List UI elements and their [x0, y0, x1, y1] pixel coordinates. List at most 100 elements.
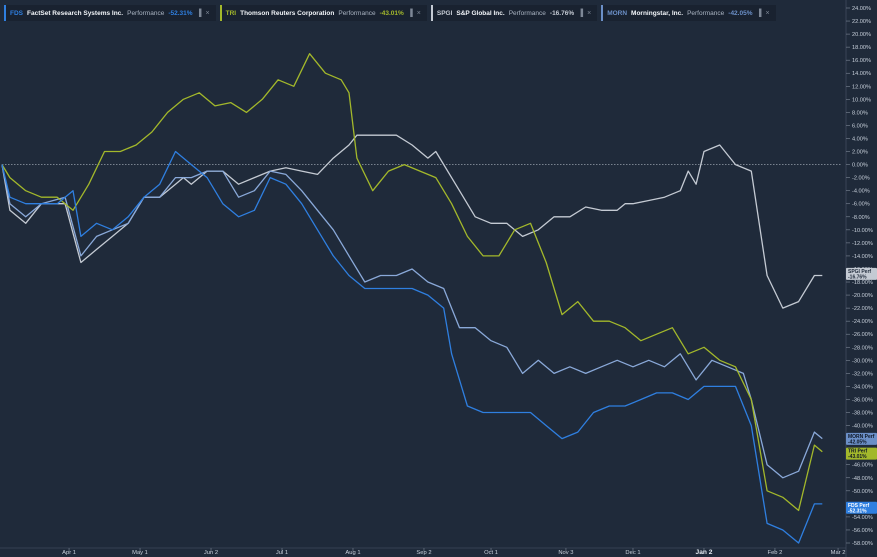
legend-metric: Performance	[687, 9, 725, 17]
legend: FDS FactSet Research Systems Inc. Perfor…	[4, 5, 776, 21]
end-label-morn: MORN Perf-42.05%	[846, 432, 877, 445]
x-tick-label: Apr 1	[62, 550, 76, 556]
legend-company-name: Thomson Reuters Corporation	[240, 9, 335, 17]
bar-chart-icon[interactable]: ▐	[196, 9, 202, 17]
y-tick-label: -4.00%	[852, 189, 870, 195]
y-tick-label: -28.00%	[852, 345, 873, 351]
chart-series	[1, 53, 823, 544]
end-label-text: FDS Perf	[848, 503, 869, 509]
x-tick-label: Nov 3	[558, 550, 573, 556]
y-tick-label: -36.00%	[852, 397, 873, 403]
y-tick-label: -18.00%	[852, 280, 873, 286]
x-tick-label: Aug 1	[345, 550, 360, 556]
legend-company-name: Morningstar, Inc.	[631, 9, 684, 17]
legend-ticker: MORN	[607, 9, 628, 17]
x-axis: Apr 1 May 1 Jun 2 Jul 1 Aug 1 Sep 2 Oct 1 Nov 3…	[62, 548, 845, 556]
y-tick-label: -10.00%	[852, 228, 873, 234]
y-tick-label: -48.00%	[852, 476, 873, 482]
y-tick-label: -40.00%	[852, 424, 873, 430]
y-tick-label: 4.00%	[852, 136, 868, 142]
legend-metric: Performance	[508, 9, 546, 17]
legend-company-name: S&P Global Inc.	[456, 9, 505, 17]
end-label-text: TRI Perf	[848, 449, 868, 455]
y-tick-label: 12.00%	[852, 84, 871, 90]
y-tick-label: 16.00%	[852, 58, 871, 64]
end-label-tri: TRI Perf-43.01%	[846, 447, 877, 460]
legend-item-tri[interactable]: TRI Thomson Reuters Corporation Performa…	[219, 5, 427, 21]
end-label-text: MORN Perf	[848, 434, 875, 440]
legend-value: -52.31%	[168, 9, 193, 17]
y-tick-label: -20.00%	[852, 293, 873, 299]
y-tick-label: -50.00%	[852, 489, 873, 495]
y-tick-label: -46.00%	[852, 463, 873, 469]
close-icon[interactable]: ×	[765, 9, 770, 17]
legend-ticker: TRI	[225, 9, 237, 17]
series-line-morn	[1, 164, 823, 479]
x-tick-label: Jun 2	[204, 550, 218, 556]
y-tick-label: -34.00%	[852, 384, 873, 390]
end-label-fds: FDS Perf-52.31%	[846, 501, 877, 514]
y-tick-label: -26.00%	[852, 332, 873, 338]
y-tick-label: -58.00%	[852, 541, 873, 547]
close-icon[interactable]: ×	[416, 9, 421, 17]
x-tick-label: Feb 2	[768, 550, 783, 556]
legend-item-spgi[interactable]: SPGI S&P Global Inc. Performance -16.76%…	[430, 5, 598, 21]
end-label-box	[846, 501, 877, 514]
y-tick-label: 6.00%	[852, 123, 868, 129]
y-tick-label: 0.00%	[852, 163, 868, 169]
y-tick-label: -14.00%	[852, 254, 873, 260]
y-tick-label: -8.00%	[852, 215, 870, 221]
legend-item-morn[interactable]: MORN Morningstar, Inc. Performance -42.0…	[601, 5, 776, 21]
y-tick-label: 20.00%	[852, 32, 871, 38]
series-line-spgi	[1, 134, 823, 309]
y-tick-label: 24.00%	[852, 6, 871, 12]
y-tick-label: -6.00%	[852, 202, 870, 208]
x-tick-label: May 1	[132, 550, 148, 556]
legend-value: -42.05%	[728, 9, 753, 17]
bar-chart-icon[interactable]: ▐	[407, 9, 413, 17]
close-icon[interactable]: ×	[205, 9, 210, 17]
end-label-text: -43.01%	[848, 454, 867, 460]
series-line-fds	[1, 150, 823, 544]
legend-metric: Performance	[127, 9, 165, 17]
legend-value: -43.01%	[379, 9, 404, 17]
end-label-box	[846, 432, 877, 445]
y-tick-label: -32.00%	[852, 371, 873, 377]
y-tick-label: -2.00%	[852, 176, 870, 182]
x-tick-label: Dec 1	[625, 550, 640, 556]
end-label-text: -42.05%	[848, 439, 867, 445]
end-labels: SPGI Perf-16.76% MORN Perf-42.05% TRI Perf…	[846, 267, 877, 514]
x-tick-label: Jul 1	[276, 550, 288, 556]
end-label-box	[846, 447, 877, 460]
legend-item-fds[interactable]: FDS FactSet Research Systems Inc. Perfor…	[4, 5, 216, 21]
y-tick-label: -22.00%	[852, 306, 873, 312]
y-tick-label: 2.00%	[852, 150, 868, 156]
end-label-text: -16.76%	[848, 274, 867, 280]
end-label-box	[846, 267, 877, 280]
x-tick-label: Mar 2	[831, 550, 846, 556]
y-tick-label: -38.00%	[852, 411, 873, 417]
legend-ticker: SPGI	[436, 9, 453, 17]
y-tick-label: 18.00%	[852, 45, 871, 51]
end-label-text: SPGI Perf	[848, 269, 871, 275]
legend-metric: Performance	[338, 9, 376, 17]
y-tick-label: -56.00%	[852, 528, 873, 534]
legend-ticker: FDS	[10, 9, 23, 17]
end-label-text: -52.31%	[848, 508, 867, 514]
y-tick-label: 14.00%	[852, 71, 871, 77]
y-tick-label: 8.00%	[852, 110, 868, 116]
bar-chart-icon[interactable]: ▐	[756, 9, 762, 17]
y-tick-label: -54.00%	[852, 515, 873, 521]
legend-company-name: FactSet Research Systems Inc.	[27, 9, 124, 17]
bar-chart-icon[interactable]: ▐	[578, 9, 584, 17]
y-tick-label: -24.00%	[852, 319, 873, 325]
y-tick-label: -12.00%	[852, 241, 873, 247]
x-tick-label: Sep 2	[416, 550, 431, 556]
y-tick-label: 10.00%	[852, 97, 871, 103]
close-icon[interactable]: ×	[587, 9, 592, 17]
series-line-tri	[1, 53, 823, 512]
legend-value: -16.76%	[549, 9, 575, 17]
end-label-spgi: SPGI Perf-16.76%	[846, 267, 877, 280]
